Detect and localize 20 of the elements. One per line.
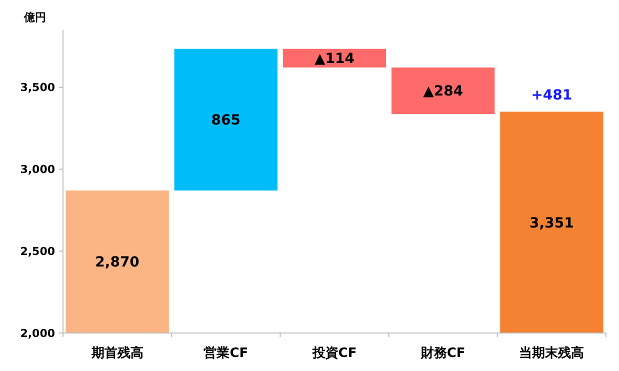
y-tick-label: 3,000 <box>20 163 56 176</box>
bar <box>392 68 495 114</box>
bar <box>66 190 169 333</box>
bar <box>174 48 278 191</box>
data-label: 2,870 <box>95 254 140 271</box>
y-axis-title: 億円 <box>23 11 46 24</box>
data-label: ▲284 <box>423 84 464 100</box>
data-label: 3,351 <box>530 215 574 232</box>
x-tick-label: 期首残高 <box>90 345 144 361</box>
x-tick-label: 営業CF <box>204 345 248 361</box>
annotation: +481 <box>531 88 572 104</box>
x-tick-label: 当期末残高 <box>519 345 584 361</box>
x-tick-label: 財務CF <box>420 346 466 361</box>
x-tick-label: 投資CF <box>311 346 357 361</box>
y-tick-label: 2,500 <box>20 244 56 258</box>
bar <box>500 112 604 333</box>
data-label: 865 <box>211 112 241 129</box>
y-tick-label: 3,500 <box>20 81 56 94</box>
data-label: ▲114 <box>314 51 355 68</box>
y-tick-label: 2,000 <box>20 326 56 340</box>
